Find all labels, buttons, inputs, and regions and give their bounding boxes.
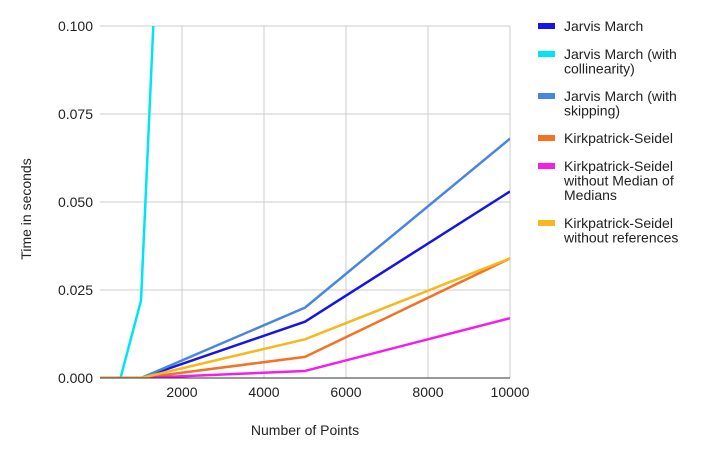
y-tick-label: 0.100 [58, 18, 93, 34]
series-line [100, 316, 510, 378]
legend-swatch [538, 93, 555, 99]
legend-label: Jarvis March (with [564, 46, 677, 62]
legend-label: collinearity) [564, 61, 635, 77]
legend-item: Kirkpatrick-Seidel [538, 130, 673, 146]
series-1 [100, 190, 510, 378]
tick-labels: 0.000 0.025 0.050 0.075 0.100 2000 4000 6000 800… [58, 18, 530, 400]
y-axis-title: Time in seconds [18, 158, 34, 259]
legend-swatch [538, 51, 555, 57]
series-4 [100, 257, 510, 378]
y-tick-label: 0.025 [58, 282, 93, 298]
series-line [100, 26, 155, 378]
series-3 [100, 137, 510, 378]
legend-label: without references [563, 230, 678, 246]
legend-label: Kirkpatrick-Seidel [564, 158, 673, 174]
x-tick-label: 6000 [330, 384, 361, 400]
legend-label: skipping) [564, 103, 620, 119]
legend-label: Jarvis March (with [564, 88, 677, 104]
legend-label: without Median of [563, 173, 674, 189]
legend-label: Medians [564, 187, 617, 203]
series-line [100, 257, 510, 378]
series-line [100, 137, 510, 378]
series-lines [100, 26, 510, 378]
x-tick-label: 4000 [248, 384, 279, 400]
legend-label: Kirkpatrick-Seidel [564, 215, 673, 231]
legend-swatch [538, 135, 555, 141]
series-line [100, 190, 510, 378]
legend-swatch [538, 163, 555, 169]
x-axis-title: Number of Points [251, 422, 359, 438]
legend-swatch [538, 220, 555, 226]
series-line [100, 257, 510, 378]
y-tick-label: 0.050 [58, 194, 93, 210]
series-6 [100, 257, 510, 378]
gridlines [100, 25, 511, 378]
x-tick-label: 2000 [166, 384, 197, 400]
legend-swatch [538, 23, 555, 29]
legend-item: Jarvis March [538, 18, 643, 34]
y-tick-label: 0.000 [58, 370, 93, 386]
legend-label: Kirkpatrick-Seidel [564, 130, 673, 146]
x-tick-label: 10000 [491, 384, 530, 400]
y-tick-label: 0.075 [58, 106, 93, 122]
x-tick-label: 8000 [412, 384, 443, 400]
legend-label: Jarvis March [564, 18, 643, 34]
